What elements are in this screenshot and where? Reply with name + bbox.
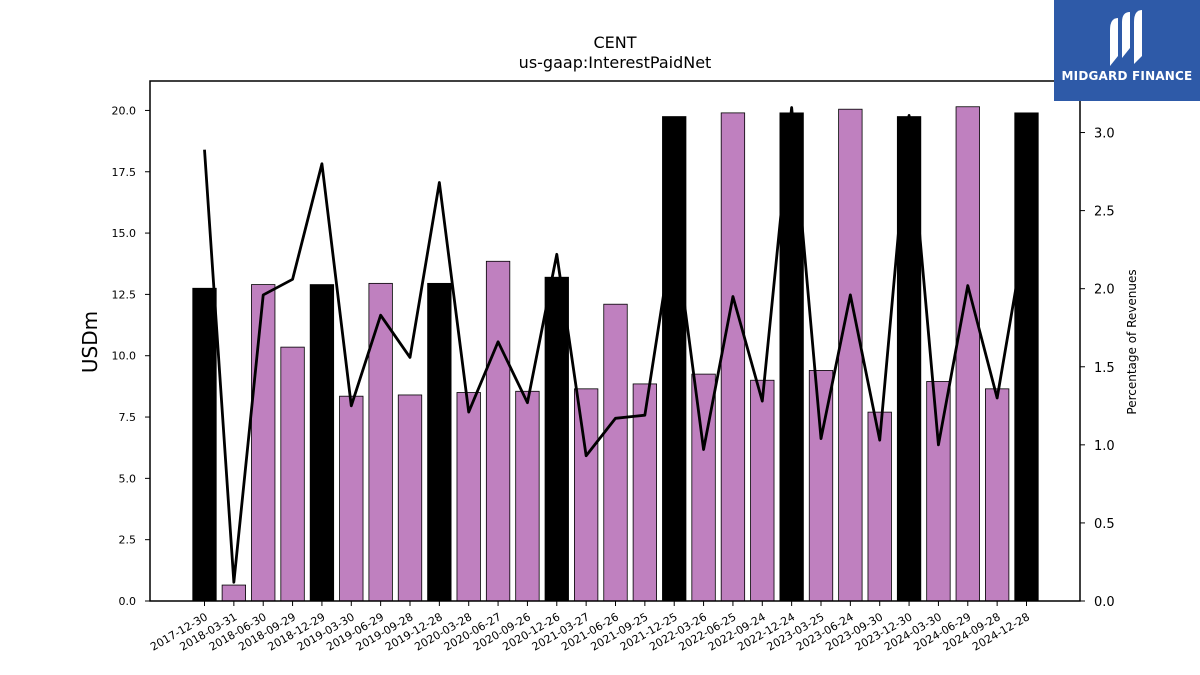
y-tick-label: 7.5 xyxy=(119,411,137,424)
y-tick-label: 0.0 xyxy=(119,595,137,608)
bar-2021-06-26 xyxy=(603,303,628,602)
y-tick-label: 2.5 xyxy=(119,534,137,547)
y-tick-label: 20.0 xyxy=(112,104,137,117)
bar-group xyxy=(192,106,1039,602)
y-axis-label: USDm xyxy=(78,311,102,373)
y-right-tick-label: 1.0 xyxy=(1094,439,1115,454)
y-right-tick-label: 0.0 xyxy=(1094,595,1115,610)
bar-2022-09-24 xyxy=(750,379,775,602)
y-tick-label: 5.0 xyxy=(119,472,137,485)
chart-subtitle: us-gaap:InterestPaidNet xyxy=(519,53,712,72)
line-layer xyxy=(203,106,1028,584)
brand-name: MIDGARD FINANCE xyxy=(1061,69,1193,83)
bar-2024-06-29 xyxy=(955,106,980,602)
bar-2019-09-28 xyxy=(397,394,423,602)
bar-2018-03-31 xyxy=(221,584,247,602)
y-axis-label-right: Percentage of Revenues xyxy=(1125,269,1139,414)
bar-2018-12-29 xyxy=(309,284,335,602)
bar-2019-03-30 xyxy=(339,395,364,602)
revenue-percentage-line xyxy=(203,106,1028,584)
y-right-tick-label: 1.5 xyxy=(1094,361,1115,376)
bar-2022-06-25 xyxy=(720,112,746,602)
chart-title: CENT xyxy=(593,33,636,52)
y-right-tick-label: 3.0 xyxy=(1094,127,1115,142)
bar-2019-12-28 xyxy=(427,282,452,602)
bar-2018-06-30 xyxy=(251,284,276,602)
brand-logo: MIDGARD FINANCE xyxy=(1054,0,1200,101)
y-right-tick-label: 2.0 xyxy=(1094,283,1115,298)
y-tick-label: 12.5 xyxy=(112,288,137,301)
y-tick-label: 15.0 xyxy=(112,227,137,240)
y-right-tick-label: 0.5 xyxy=(1094,517,1115,532)
bar-2024-12-28 xyxy=(1014,112,1039,602)
bar-2018-09-29 xyxy=(280,346,305,602)
bar-2020-12-26 xyxy=(544,276,569,602)
right-axis: 0.0 0.5 1.0 1.5 2.0 2.5 3.0 xyxy=(1080,127,1115,610)
y-tick-label: 10.0 xyxy=(112,350,137,363)
bar-2020-03-28 xyxy=(456,392,481,602)
x-axis: 2017-12-302018-03-312018-06-302018-09-29… xyxy=(148,601,1032,654)
bar-2021-12-25 xyxy=(662,116,687,602)
bar-2017-12-30 xyxy=(192,287,217,602)
bar-2021-03-27 xyxy=(574,388,599,602)
bar-2019-06-29 xyxy=(368,282,393,602)
y-right-tick-label: 2.5 xyxy=(1094,205,1115,220)
bar-2023-06-24 xyxy=(838,108,863,602)
left-axis: 0.0 2.5 5.0 7.5 10.0 12.5 15.0 17.5 20.0 xyxy=(112,104,150,608)
bar-2024-09-28 xyxy=(985,388,1010,602)
bar-2020-06-27 xyxy=(485,260,511,602)
bar-2023-12-30 xyxy=(896,116,922,602)
bar-2024-03-30 xyxy=(926,381,951,602)
bar-2020-09-26 xyxy=(515,390,540,602)
y-tick-label: 17.5 xyxy=(112,166,137,179)
logo-mark-icon xyxy=(1110,10,1142,66)
